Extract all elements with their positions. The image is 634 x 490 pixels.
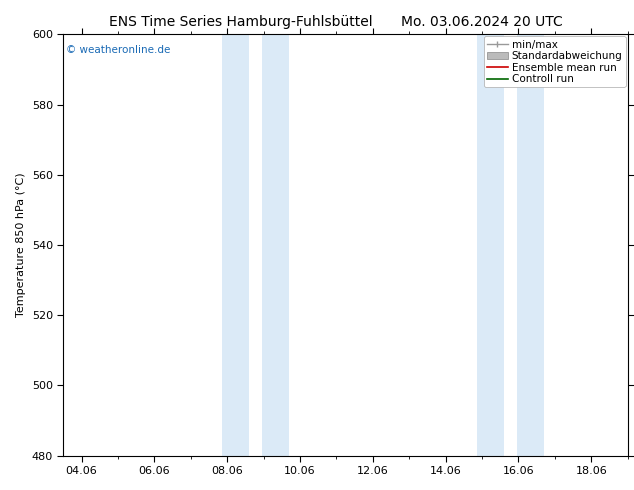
Y-axis label: Temperature 850 hPa (°C): Temperature 850 hPa (°C) [16, 172, 26, 318]
Text: © weatheronline.de: © weatheronline.de [66, 45, 171, 55]
Legend: min/max, Standardabweichung, Ensemble mean run, Controll run: min/max, Standardabweichung, Ensemble me… [484, 36, 626, 87]
Bar [262, 34, 289, 456]
Title: ENS Time Series Hamburg-Fuhlsbüttel       Mo. 03.06.2024 20 UTC: ENS Time Series Hamburg-Fuhlsbüttel Mo. … [0, 489, 1, 490]
Bar [222, 34, 249, 456]
Text: Mo. 03.06.2024 20 UTC: Mo. 03.06.2024 20 UTC [401, 15, 563, 29]
Bar [477, 34, 504, 456]
Bar [517, 34, 544, 456]
Text: ENS Time Series Hamburg-Fuhlsbüttel: ENS Time Series Hamburg-Fuhlsbüttel [109, 15, 373, 29]
